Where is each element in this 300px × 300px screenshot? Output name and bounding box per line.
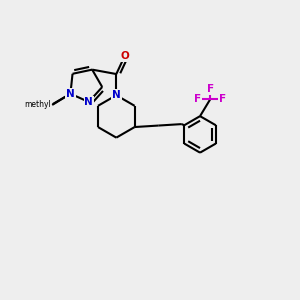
- Text: F: F: [194, 94, 202, 104]
- Text: F: F: [207, 84, 214, 94]
- Text: methyl: methyl: [25, 100, 51, 109]
- Text: F: F: [219, 94, 226, 104]
- Text: O: O: [120, 51, 129, 62]
- Text: N: N: [66, 89, 75, 99]
- Text: N: N: [112, 90, 121, 100]
- Text: N: N: [84, 97, 93, 107]
